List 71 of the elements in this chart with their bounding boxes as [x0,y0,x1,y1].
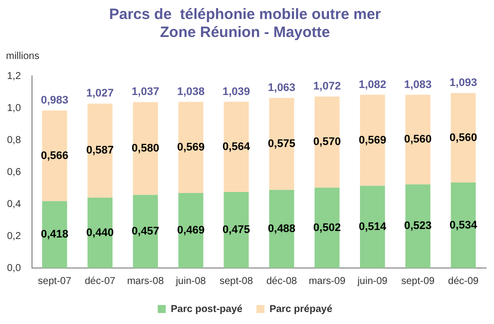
total-label: 1,093 [450,76,478,89]
data-label: 0,502 [313,222,341,234]
total-label: 1,063 [268,82,296,94]
bar [360,186,385,268]
bar [42,110,68,202]
bar [132,102,158,195]
y-tick-label: 0,2 [6,230,22,242]
data-label: 0,569 [177,141,205,154]
data-label: 0,523 [404,220,432,232]
bar [132,194,158,268]
data-label: 0,514 [358,220,388,233]
bar [42,201,68,268]
total-label: 1,072 [313,80,341,93]
data-label: 0,587 [86,144,114,157]
bar [269,98,294,190]
data-label: 0,469 [177,224,205,237]
chart-title: Parcs de téléphonie mobile outre mer Zone Réunion - Mayotte [109,6,382,42]
data-label: 0,418 [40,228,68,241]
x-tick-label: juin-09 [356,276,388,287]
bar [178,102,204,193]
bar [450,92,476,183]
legend-label: Parc prépayé [269,304,333,315]
bar [224,102,249,192]
y-tick-label: 1,2 [6,70,22,82]
x-tick-label: déc-07 [84,276,116,287]
y-tick-label: 0,8 [6,134,22,146]
x-tick-label: sept-08 [220,276,254,287]
y-tick-label: 1,0 [6,102,22,114]
bar [450,182,476,268]
x-tick-label: juin-08 [174,276,206,287]
total-label: 1,039 [222,86,250,98]
data-label: 0,580 [132,142,160,155]
x-tick-label: déc-08 [266,276,298,287]
x-tick-label: sept-07 [38,276,72,287]
data-label: 0,575 [268,138,296,150]
bar [405,94,430,184]
y-tick-label: 0,6 [6,166,22,178]
total-label: 1,082 [358,78,386,91]
data-label: 0,488 [268,222,296,235]
bar [314,188,340,268]
bar [314,96,340,188]
data-label: 0,475 [222,224,250,236]
y-tick-label: 0,0 [6,262,22,274]
data-label: 0,569 [358,134,386,146]
legend-label: Parc post-payé [170,304,243,315]
total-label: 0,983 [40,94,68,107]
data-label: 0,566 [40,150,68,162]
bar [88,198,113,268]
bar [178,192,204,268]
total-label: 1,037 [132,86,160,98]
data-label: 0,564 [222,140,251,153]
total-label: 1,038 [177,86,205,98]
x-tick-label: mars-08 [127,276,164,287]
bar [224,192,249,268]
data-label: 0,457 [132,225,160,238]
x-tick-label: mars-09 [308,276,346,287]
bar [269,190,294,268]
data-label: 0,560 [404,134,432,146]
y-axis-title: millions [6,50,40,62]
data-label: 0,534 [450,219,478,232]
data-label: 0,570 [313,136,341,148]
data-label: 0,560 [450,132,478,144]
total-label: 1,027 [86,88,114,100]
x-tick-label: sept-09 [401,276,435,287]
data-label: 0,440 [86,226,114,239]
y-tick-label: 0,4 [6,198,22,210]
bar [405,184,430,268]
bar [360,94,385,186]
total-label: 1,083 [404,78,432,91]
bar [88,104,113,198]
x-tick-label: déc-09 [448,276,480,287]
